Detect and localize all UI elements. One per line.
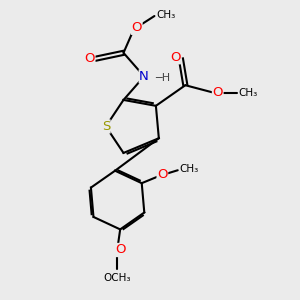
Text: O: O xyxy=(157,168,168,181)
Text: OCH₃: OCH₃ xyxy=(103,273,131,283)
Text: CH₃: CH₃ xyxy=(156,10,175,20)
Text: CH₃: CH₃ xyxy=(179,164,198,174)
Text: ─H: ─H xyxy=(155,73,170,83)
Text: S: S xyxy=(102,120,110,133)
Text: CH₃: CH₃ xyxy=(238,88,258,98)
Text: O: O xyxy=(84,52,95,65)
Text: O: O xyxy=(131,21,142,34)
Text: O: O xyxy=(170,51,180,64)
Text: O: O xyxy=(115,244,125,256)
Text: O: O xyxy=(212,86,223,99)
Text: N: N xyxy=(139,70,149,83)
